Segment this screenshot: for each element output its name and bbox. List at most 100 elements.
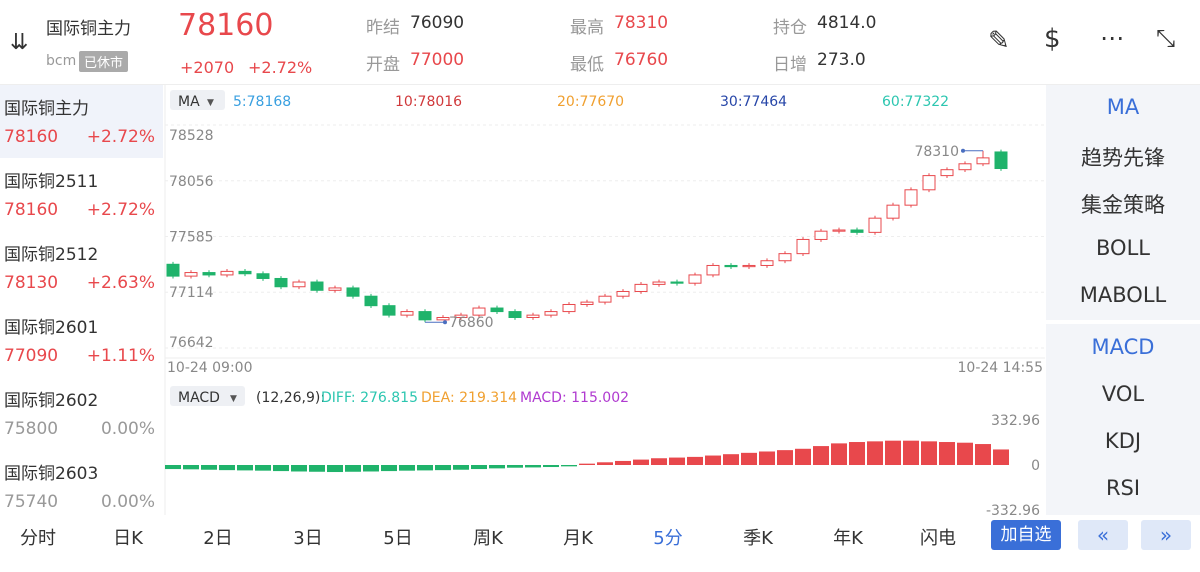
watch-change: +2.72%: [86, 127, 155, 147]
macd-bar: [921, 441, 937, 465]
tab[interactable]: 年K: [833, 528, 863, 549]
y-tick-label: 78056: [169, 174, 214, 190]
candle-body: [202, 272, 216, 276]
tab[interactable]: 5分: [653, 528, 683, 549]
tab[interactable]: 5日: [383, 528, 413, 549]
add-button[interactable]: 加自选: [991, 520, 1061, 550]
menu-icon[interactable]: ⇊: [10, 30, 29, 55]
macd-bar: [219, 465, 235, 471]
macd-bar: [903, 440, 919, 465]
collapse-icon[interactable]: ⤡: [1156, 24, 1176, 52]
macd-bar: [363, 465, 379, 472]
indicator-select[interactable]: [170, 386, 245, 406]
tab[interactable]: 日K: [113, 528, 143, 549]
candle-body: [256, 273, 270, 279]
macd-bar: [453, 465, 469, 470]
tab[interactable]: 季K: [743, 528, 773, 549]
stat-value: 78310: [614, 13, 669, 33]
draw-icon[interactable]: ✎: [988, 26, 1010, 56]
tab[interactable]: 闪电: [920, 528, 956, 549]
watch-name: 国际铜2603: [4, 464, 99, 484]
watch-item[interactable]: 国际铜2603 75740 0.00%: [0, 450, 163, 523]
macd-bar: [849, 442, 865, 465]
caret: ▼: [230, 394, 237, 404]
next-button[interactable]: »: [1141, 520, 1191, 550]
watch-change: +1.11%: [86, 346, 155, 366]
currency-icon[interactable]: $: [1044, 24, 1061, 54]
candle-body: [832, 229, 846, 232]
macd-bar: [867, 441, 883, 465]
watch-change: +2.72%: [86, 200, 155, 220]
indicator[interactable]: KDJ: [1104, 429, 1142, 453]
candle-body: [526, 314, 540, 318]
indicator[interactable]: RSI: [1105, 476, 1141, 500]
macd-bar: [759, 451, 775, 465]
watch-item[interactable]: 国际铜2602 75800 0.00%: [0, 377, 163, 450]
price: 78160: [178, 8, 274, 43]
candle-body: [904, 189, 918, 206]
macd-bar: [417, 465, 433, 471]
divider: [0, 84, 1200, 85]
watch-item[interactable]: 国际铜2511 78160 +2.72%: [0, 158, 163, 231]
tab[interactable]: 分时: [20, 528, 56, 549]
watch-price: 78130: [4, 273, 59, 293]
macd-bar: [993, 449, 1009, 465]
indicator-select[interactable]: [170, 90, 225, 110]
macd-diff: DIFF: 276.815: [321, 390, 418, 406]
indicator[interactable]: VOL: [1101, 382, 1145, 406]
watch-change: 0.00%: [100, 492, 155, 512]
indicator[interactable]: MACD: [1091, 335, 1155, 359]
ma-label: 10:78016: [395, 94, 462, 110]
indicator[interactable]: 集金策略: [1081, 193, 1165, 217]
candle-body: [598, 295, 612, 303]
prev-button[interactable]: «: [1078, 520, 1128, 550]
candle-body: [400, 311, 414, 316]
macd-dea: DEA: 219.314: [421, 390, 517, 406]
tab[interactable]: 3日: [293, 528, 323, 549]
y-tick-label: 77114: [169, 285, 214, 301]
stat-label: 最高: [570, 18, 604, 38]
macd-bar: [597, 462, 613, 465]
watch-change: +2.63%: [86, 273, 155, 293]
macd-bar: [651, 458, 667, 465]
candle-body: [634, 283, 648, 292]
candle-body: [778, 253, 792, 262]
title: 国际铜主力: [46, 19, 131, 39]
indicator[interactable]: BOLL: [1096, 236, 1150, 260]
tab[interactable]: 月K: [563, 528, 593, 549]
candle-body: [238, 270, 252, 275]
candle-body: [814, 230, 828, 240]
macd-indicator: MACD: [178, 390, 220, 406]
macd-bar: [507, 465, 523, 468]
watch-item[interactable]: 国际铜2601 77090 +1.11%: [0, 304, 163, 377]
macd-bar: [813, 446, 829, 465]
pct: +2.72%: [248, 58, 313, 77]
ma-label: 30:77464: [720, 94, 787, 110]
candle-body: [742, 264, 756, 268]
candle-body: [706, 264, 720, 276]
tab[interactable]: 2日: [203, 528, 233, 549]
watch-item[interactable]: 国际铜2512 78130 +2.63%: [0, 231, 163, 304]
macd-bar: [669, 457, 685, 465]
macd-bar: [471, 465, 487, 470]
watch-price: 75800: [4, 419, 59, 439]
watch-item[interactable]: 国际铜主力 78160 +2.72%: [0, 85, 163, 158]
indicator[interactable]: MA: [1106, 95, 1140, 119]
candle-body: [886, 204, 900, 219]
indicator[interactable]: MABOLL: [1079, 283, 1167, 307]
x-label: 10-24 09:00: [167, 360, 252, 376]
macd-bar: [201, 465, 217, 470]
macd-bar: [777, 450, 793, 465]
more-icon[interactable]: ⋯: [1100, 24, 1124, 52]
candle-body: [166, 263, 180, 277]
watch-name: 国际铜2511: [4, 172, 99, 192]
candle-body: [454, 314, 468, 318]
macd-bar: [435, 465, 451, 471]
indicator[interactable]: 趋势先锋: [1081, 146, 1165, 170]
caret: ▼: [207, 98, 214, 108]
x-label: 10-24 14:55: [958, 360, 1043, 376]
macd-params: (12,26,9):: [256, 390, 325, 406]
tab[interactable]: 周K: [473, 528, 503, 549]
stat-value: 76760: [614, 50, 669, 70]
macd-tick-label: 0: [1031, 458, 1040, 474]
